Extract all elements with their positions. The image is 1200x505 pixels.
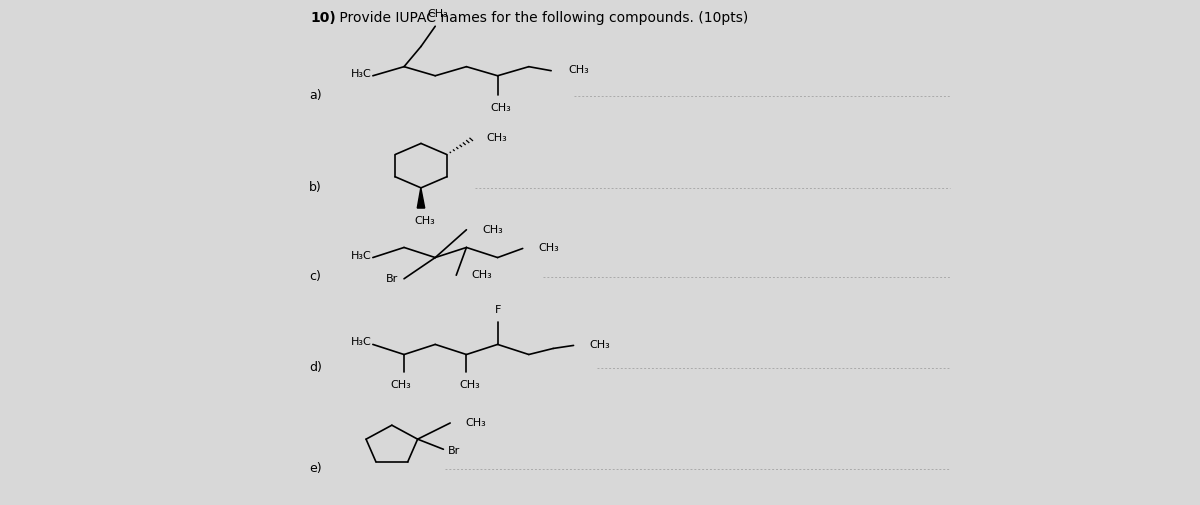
Text: 10): 10) bbox=[311, 11, 336, 25]
Text: H₃C: H₃C bbox=[350, 69, 372, 79]
Text: CH₃: CH₃ bbox=[487, 133, 508, 143]
Text: CH₃: CH₃ bbox=[427, 9, 448, 19]
Text: CH₃: CH₃ bbox=[460, 380, 480, 390]
Text: CH₃: CH₃ bbox=[539, 243, 559, 254]
Text: CH₃: CH₃ bbox=[482, 225, 503, 235]
Text: F: F bbox=[494, 305, 500, 315]
Text: b): b) bbox=[310, 181, 322, 194]
Text: a): a) bbox=[310, 89, 322, 103]
Text: CH₃: CH₃ bbox=[568, 65, 589, 75]
Text: CH₃: CH₃ bbox=[490, 103, 511, 113]
Text: Provide IUPAC names for the following compounds. (10pts): Provide IUPAC names for the following co… bbox=[335, 11, 748, 25]
Text: CH₃: CH₃ bbox=[589, 340, 610, 350]
Text: Br: Br bbox=[448, 446, 460, 457]
Text: CH₃: CH₃ bbox=[414, 216, 434, 226]
Text: e): e) bbox=[310, 462, 322, 475]
Text: Br: Br bbox=[386, 274, 398, 284]
Text: CH₃: CH₃ bbox=[472, 270, 492, 280]
Polygon shape bbox=[418, 188, 425, 208]
Text: H₃C: H₃C bbox=[350, 337, 372, 347]
Text: CH₃: CH₃ bbox=[390, 380, 412, 390]
Text: H₃C: H₃C bbox=[350, 250, 372, 261]
Text: d): d) bbox=[310, 361, 322, 374]
Text: CH₃: CH₃ bbox=[466, 418, 486, 428]
Text: c): c) bbox=[310, 270, 320, 283]
